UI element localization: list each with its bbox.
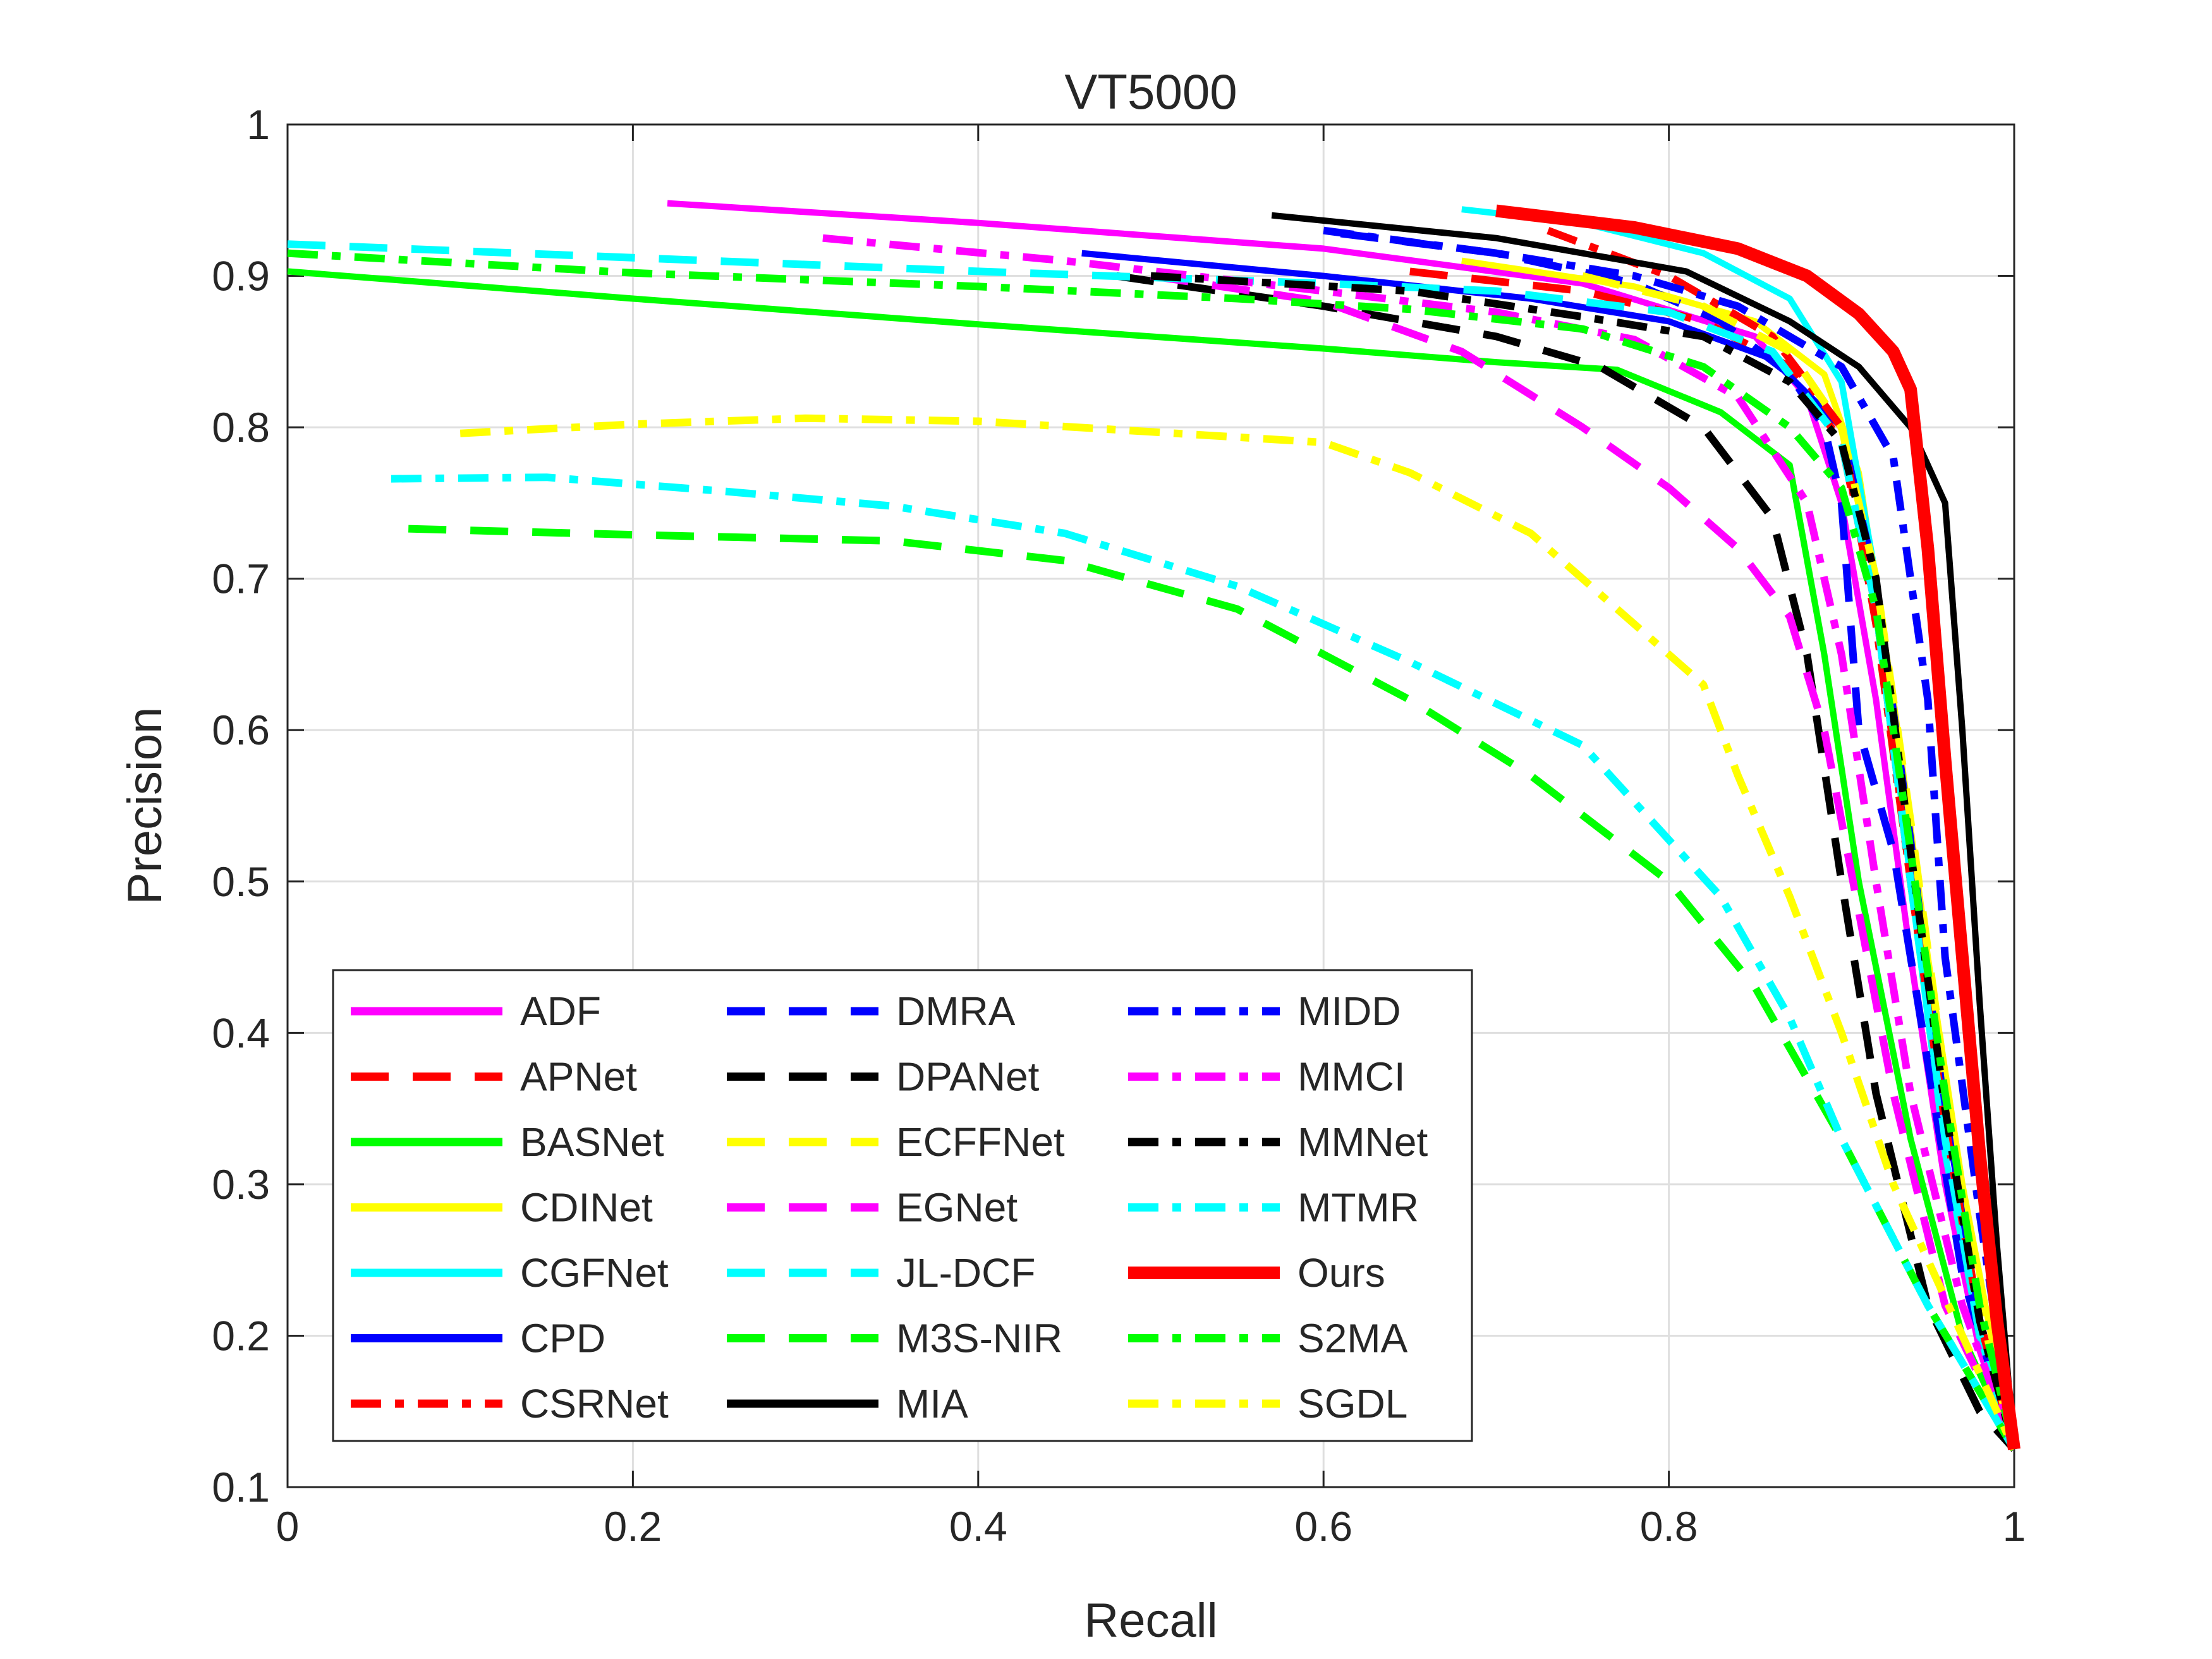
y-tick-label: 0.3 xyxy=(212,1161,270,1208)
legend-label-ours: Ours xyxy=(1297,1250,1385,1296)
legend-label-adf: ADF xyxy=(520,988,601,1034)
legend-label-mmci: MMCI xyxy=(1297,1054,1406,1100)
y-tick-label: 0.8 xyxy=(212,404,270,451)
series-line-s2ma xyxy=(287,249,2018,1450)
legend-label-m3s-nir: M3S-NIR xyxy=(896,1316,1062,1361)
series-line-ours xyxy=(1495,204,2021,1450)
series-line-adf xyxy=(667,200,2017,1450)
y-tick-label: 0.5 xyxy=(212,858,270,905)
axis-ticks: 0 0.2 0.4 0.6 0.8 1 0.1 0.2 0.3 0.4 0.5 0.6 0.7 0.8 0.… xyxy=(212,101,2026,1550)
series-line-mmci xyxy=(822,234,2018,1451)
series-line-egnet xyxy=(1150,272,2018,1451)
legend-label-midd: MIDD xyxy=(1297,988,1401,1034)
y-tick-label: 1 xyxy=(246,101,270,148)
series-lines xyxy=(287,200,2021,1452)
x-tick-label: 0 xyxy=(276,1503,300,1550)
legend-label-csrnet: CSRNet xyxy=(520,1381,669,1426)
series-line-sgdl xyxy=(459,414,2018,1451)
legend-label-cpd: CPD xyxy=(520,1316,605,1361)
x-tick-label: 0.6 xyxy=(1294,1503,1352,1550)
y-tick-label: 0.2 xyxy=(212,1312,270,1359)
series-line-mmnet xyxy=(1150,272,2018,1450)
legend-label-mtmr: MTMR xyxy=(1297,1185,1419,1231)
x-tick-label: 1 xyxy=(2003,1503,2026,1550)
y-tick-label: 0.1 xyxy=(212,1464,270,1510)
legend-label-s2ma: S2MA xyxy=(1297,1316,1408,1361)
legend: ADF APNet BASNet CDINet CGFNet CPD CSRNet DMRA D… xyxy=(332,969,1473,1442)
legend-label-sgdl: SGDL xyxy=(1297,1381,1407,1426)
legend-label-mmnet: MMNet xyxy=(1297,1119,1428,1165)
legend-label-cdinet: CDINet xyxy=(520,1185,653,1231)
y-axis-label: Precision xyxy=(118,707,172,905)
legend-label-dmra: DMRA xyxy=(896,988,1016,1034)
x-axis-label: Recall xyxy=(1084,1594,1217,1648)
legend-label-cgfnet: CGFNet xyxy=(520,1250,669,1296)
y-tick-label: 0.9 xyxy=(212,253,270,300)
chart-title: VT5000 xyxy=(1064,64,1237,119)
legend-label-basnet: BASNet xyxy=(520,1119,664,1165)
x-tick-label: 0.2 xyxy=(604,1503,662,1550)
series-line-dmra xyxy=(1340,229,2018,1450)
series-line-basnet xyxy=(287,268,2017,1451)
x-tick-label: 0.4 xyxy=(949,1503,1007,1550)
legend-label-jl-dcf: JL-DCF xyxy=(896,1250,1035,1296)
legend-label-apnet: APNet xyxy=(520,1054,637,1100)
legend-label-dpanet: DPANet xyxy=(896,1054,1040,1100)
x-tick-label: 0.8 xyxy=(1640,1503,1698,1550)
series-line-midd xyxy=(1323,226,2018,1450)
y-tick-label: 0.6 xyxy=(212,707,270,753)
y-tick-label: 0.4 xyxy=(212,1009,270,1056)
legend-label-mia: MIA xyxy=(896,1381,968,1426)
y-tick-label: 0.7 xyxy=(212,556,270,602)
legend-label-ecffnet: ECFFNet xyxy=(896,1119,1065,1165)
legend-box xyxy=(332,969,1473,1442)
legend-label-egnet: EGNet xyxy=(896,1185,1018,1231)
series-line-jl-dcf xyxy=(287,240,2018,1450)
plot-area-frame xyxy=(286,123,2015,1488)
